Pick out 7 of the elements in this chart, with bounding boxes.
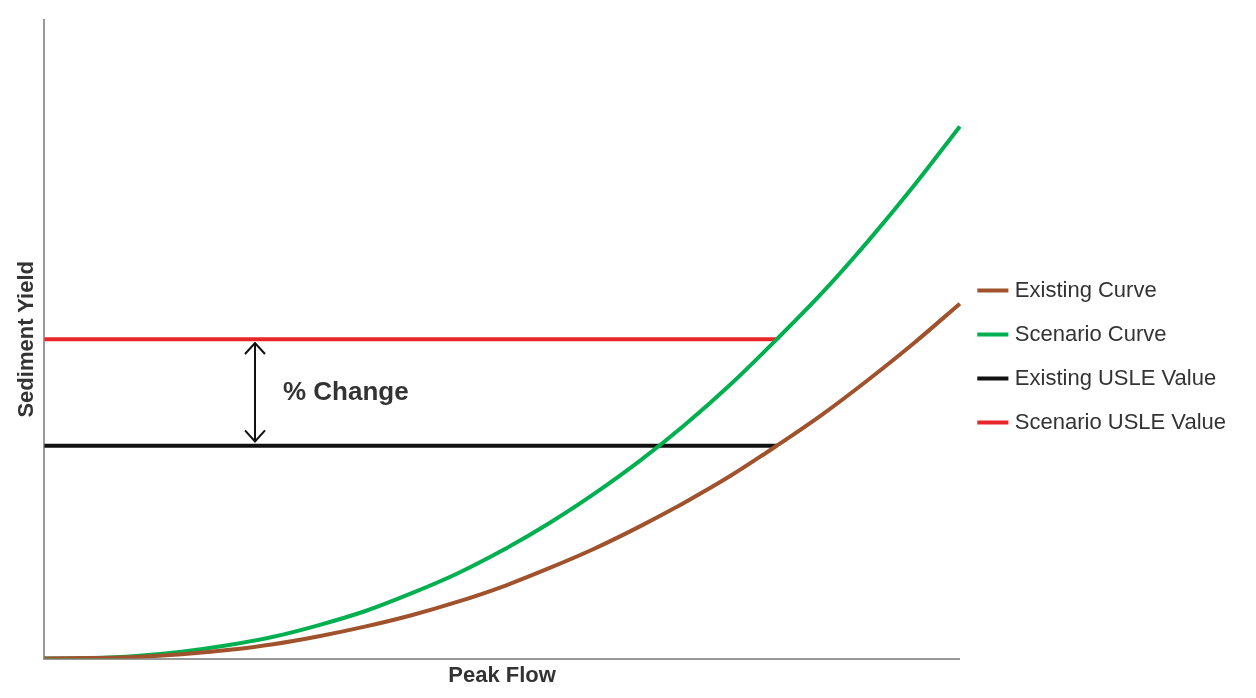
legend-label: Scenario USLE Value [1014, 408, 1227, 434]
x-axis-title: Peak Flow [448, 661, 557, 687]
legend-label: Scenario Curve [1014, 320, 1167, 346]
y-axis-title: Sediment Yield [13, 261, 39, 418]
legend-label: Existing Curve [1014, 276, 1157, 302]
annotation: % Change [282, 375, 409, 406]
legend-label: Existing USLE Value [1014, 364, 1217, 390]
